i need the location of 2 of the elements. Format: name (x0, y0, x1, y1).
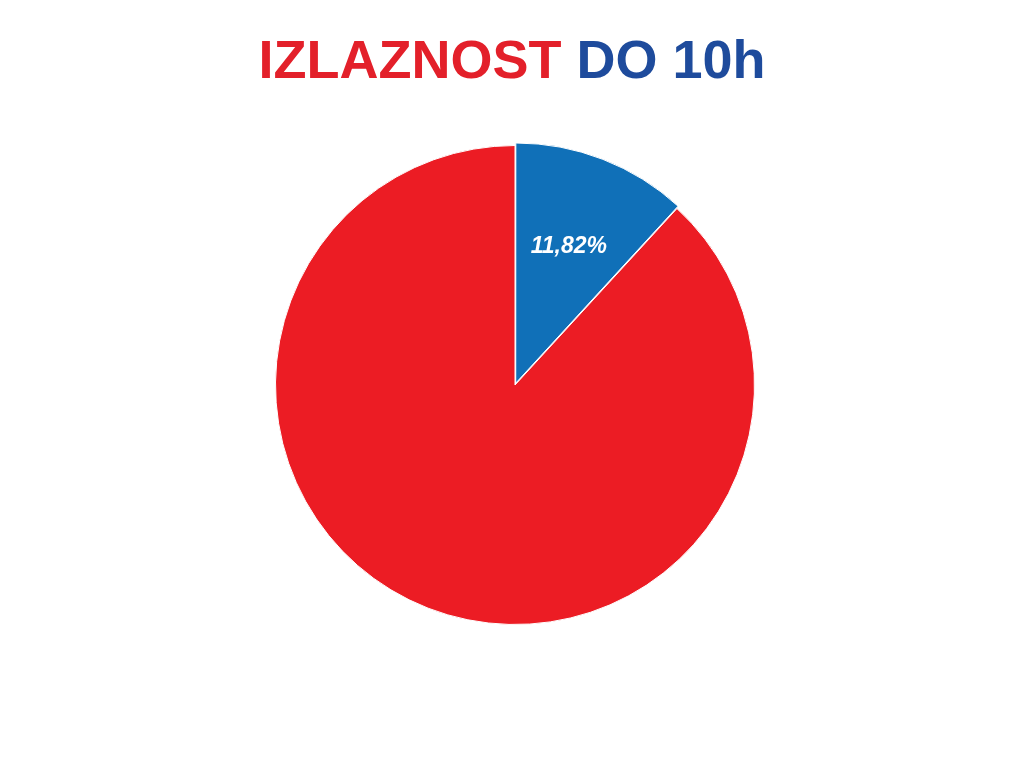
chart-title: IZLAZNOST DO 10h (258, 29, 766, 89)
data-label: 11,82% (530, 231, 608, 258)
